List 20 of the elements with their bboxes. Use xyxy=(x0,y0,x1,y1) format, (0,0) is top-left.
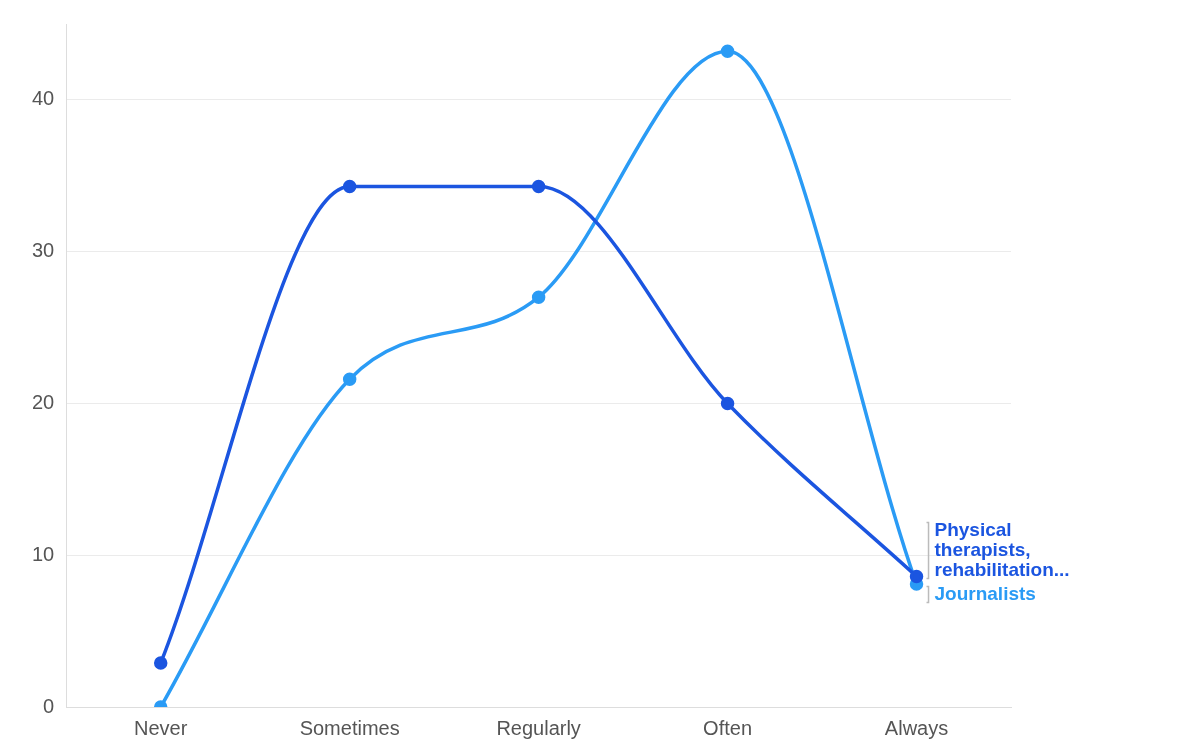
y-tick-label: 0 xyxy=(43,694,55,717)
point xyxy=(342,372,357,386)
point xyxy=(531,179,546,194)
x-tick-label: Sometimes xyxy=(299,716,400,739)
x-tick-label: Never xyxy=(134,716,188,739)
y-tick-label: 20 xyxy=(32,390,55,413)
series-label: Physical therapists, rehabilitation... xyxy=(934,518,1070,580)
point xyxy=(153,656,168,670)
point xyxy=(531,290,546,304)
point xyxy=(720,396,735,411)
point xyxy=(909,569,924,584)
x-tick-label: Often xyxy=(703,716,753,739)
y-tick-label: 40 xyxy=(32,87,55,110)
y-tick-label: 10 xyxy=(32,542,55,565)
series-label: Journalists xyxy=(934,582,1036,604)
point xyxy=(342,179,357,194)
x-tick-label: Always xyxy=(884,716,949,739)
x-tick-label: Regularly xyxy=(496,716,581,739)
point xyxy=(720,44,735,59)
y-tick-label: 30 xyxy=(32,239,55,262)
